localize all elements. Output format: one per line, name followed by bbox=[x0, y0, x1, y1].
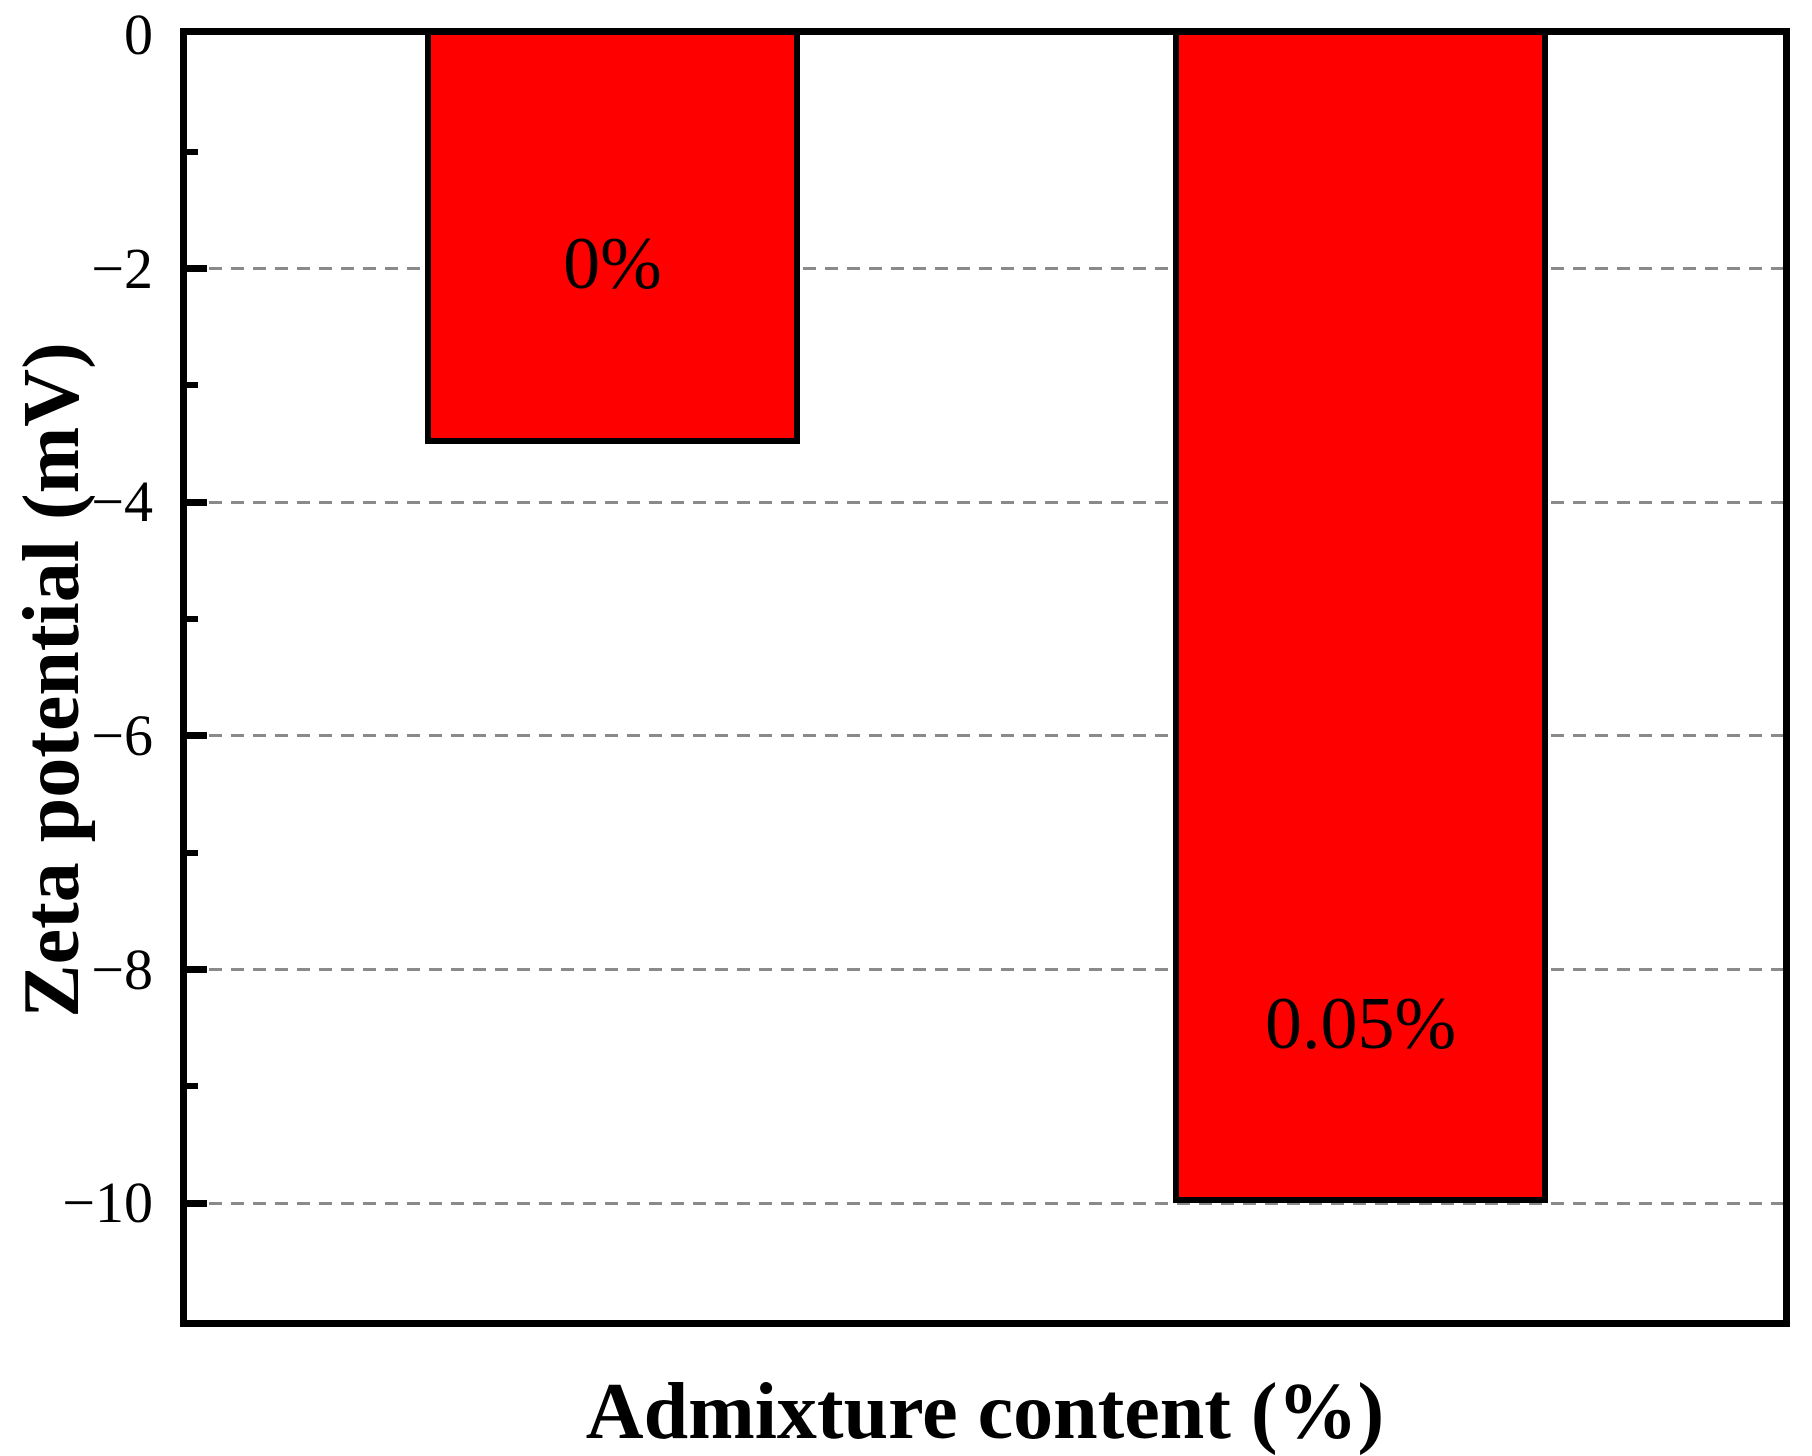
gridline-y-8 bbox=[187, 968, 1783, 972]
y-tick-label--4: −4 bbox=[91, 469, 153, 535]
y-axis-title: Zeta potential (mV) bbox=[8, 342, 96, 1018]
minor-tick-y-7 bbox=[187, 849, 198, 856]
gridline-y-6 bbox=[187, 734, 1783, 738]
major-tick-y-2 bbox=[187, 265, 207, 273]
plot-area: 0% 0.05% bbox=[180, 28, 1790, 1327]
gridline-y-2 bbox=[187, 267, 1783, 271]
y-tick-label--6: −6 bbox=[91, 702, 153, 768]
gridline-y-4 bbox=[187, 500, 1783, 504]
minor-tick-y-5 bbox=[187, 616, 198, 623]
minor-tick-y-9 bbox=[187, 1083, 198, 1090]
major-tick-y-6 bbox=[187, 732, 207, 740]
bar-0.05 bbox=[1173, 35, 1549, 1204]
gridline-y-10 bbox=[187, 1201, 1783, 1205]
minor-tick-y-3 bbox=[187, 382, 198, 389]
bar-label-0.05: 0.05% bbox=[1264, 983, 1457, 1066]
bar-0 bbox=[424, 35, 800, 444]
major-tick-y-4 bbox=[187, 498, 207, 506]
y-tick-label-0: 0 bbox=[124, 2, 153, 67]
minor-tick-y-1 bbox=[187, 148, 198, 155]
y-tick-label--8: −8 bbox=[91, 936, 153, 1002]
y-tick-label--2: −2 bbox=[91, 235, 153, 301]
plot-inner-region: 0% 0.05% bbox=[187, 35, 1783, 1320]
x-axis-title: Admixture content (%) bbox=[585, 1368, 1385, 1456]
major-tick-y-8 bbox=[187, 966, 207, 974]
y-tick-label--10: −10 bbox=[62, 1170, 153, 1236]
major-tick-y-10 bbox=[187, 1199, 207, 1207]
bar-label-0: 0% bbox=[563, 222, 662, 305]
